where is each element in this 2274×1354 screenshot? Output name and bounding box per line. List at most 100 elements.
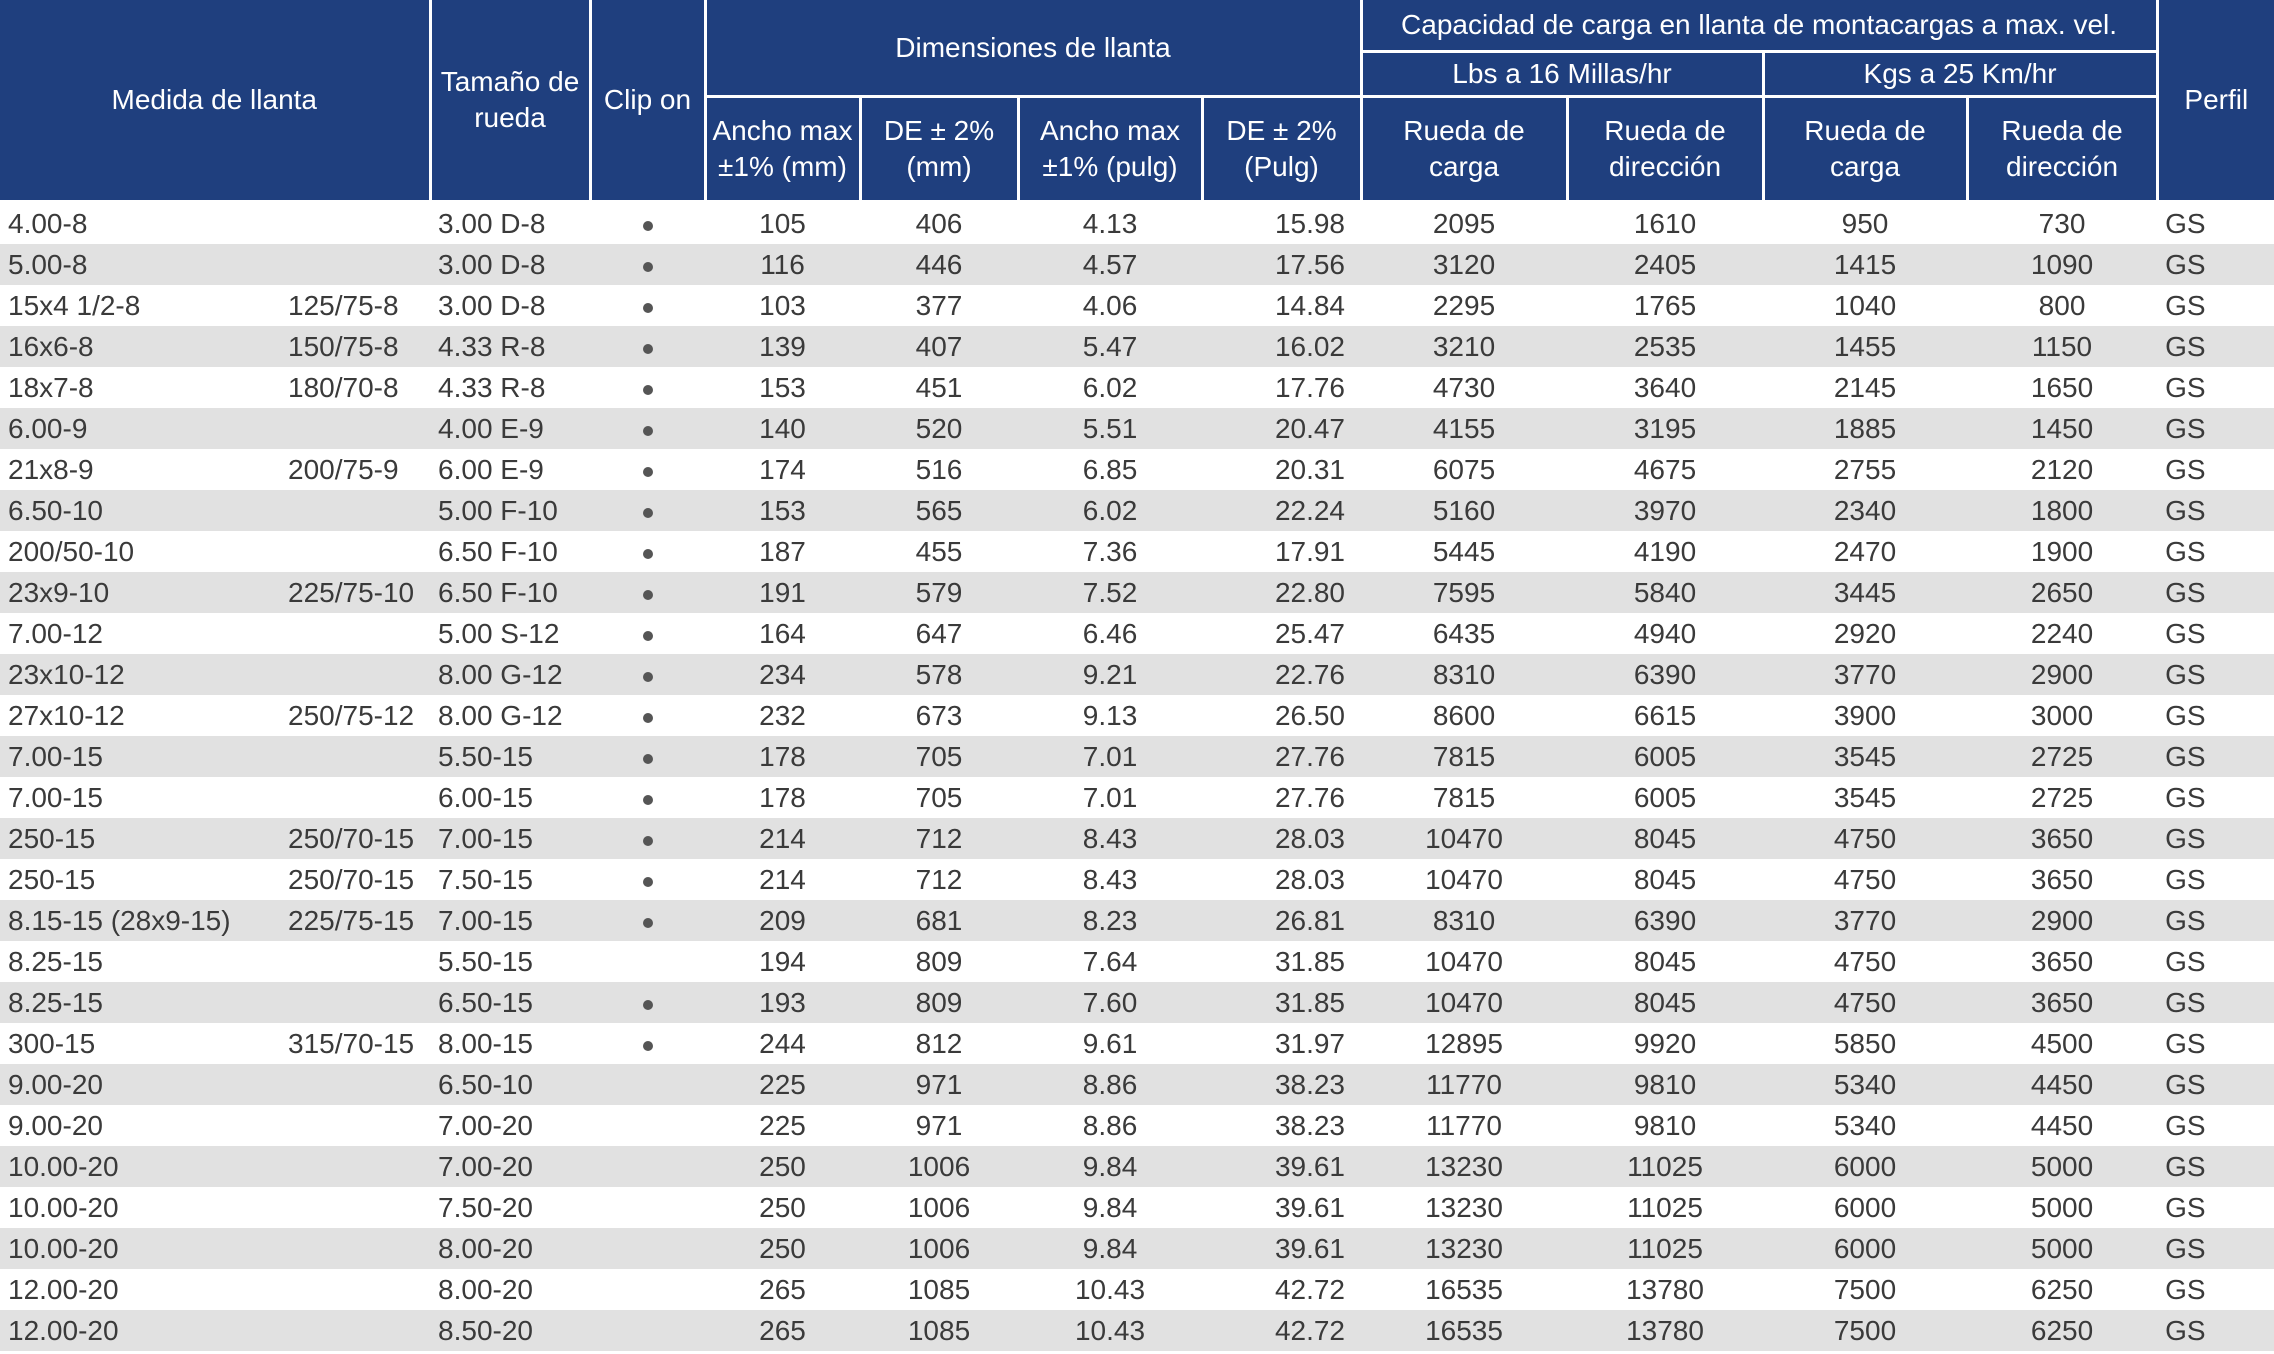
cell-de-pulg: 28.03	[1202, 818, 1362, 859]
cell-kgs-carga: 1885	[1763, 408, 1968, 449]
cell-clip	[590, 1187, 706, 1228]
clip-on-dot-icon	[642, 671, 653, 682]
cell-lbs-dir: 4190	[1567, 531, 1764, 572]
cell-medida-alt: 180/70-8	[280, 367, 431, 408]
cell-rueda: 8.00 G-12	[430, 695, 591, 736]
table-row: 10.00-20 7.50-20 250 1006 9.84 39.61 13230 1102…	[0, 1187, 2274, 1228]
cell-perfil: GS	[2157, 695, 2274, 736]
header-tamano: Tamaño de rueda	[430, 0, 592, 203]
table-row: 6.00-9 4.00 E-9 140 520 5.51 20.47 4155 3195 188…	[0, 408, 2274, 449]
cell-perfil: GS	[2157, 1269, 2274, 1310]
header-rueda-carga-kgs: Rueda de carga	[1763, 96, 1969, 203]
cell-medida-alt: 315/70-15	[280, 1023, 431, 1064]
cell-lbs-dir: 8045	[1567, 818, 1764, 859]
cell-clip	[590, 1064, 706, 1105]
cell-ancho-mm: 191	[705, 572, 861, 613]
cell-ancho-pulg: 8.23	[1018, 900, 1203, 941]
table-row: 6.50-10 5.00 F-10 153 565 6.02 22.24 5160 3970 2…	[0, 490, 2274, 531]
table-row: 8.25-15 6.50-15 193 809 7.60 31.85 10470 8045 47…	[0, 982, 2274, 1023]
table-row: 16x6-8 150/75-8 4.33 R-8 139 407 5.47 16.02 321…	[0, 326, 2274, 367]
cell-lbs-dir: 8045	[1567, 859, 1764, 900]
clip-on-dot-icon	[642, 548, 653, 559]
cell-ancho-mm: 193	[705, 982, 861, 1023]
cell-lbs-dir: 8045	[1567, 941, 1764, 982]
cell-de-mm: 673	[860, 695, 1019, 736]
cell-medida: 200/50-10	[0, 531, 280, 572]
cell-ancho-pulg: 7.01	[1018, 777, 1203, 818]
cell-clip	[590, 449, 706, 490]
cell-ancho-pulg: 10.43	[1018, 1269, 1203, 1310]
cell-de-mm: 1085	[860, 1269, 1019, 1310]
cell-rueda: 4.33 R-8	[430, 367, 591, 408]
cell-medida-alt: 200/75-9	[280, 449, 431, 490]
cell-medida: 7.00-15	[0, 736, 280, 777]
clip-on-dot-icon	[642, 753, 653, 764]
cell-de-pulg: 39.61	[1202, 1146, 1362, 1187]
cell-ancho-mm: 103	[705, 285, 861, 326]
cell-ancho-mm: 214	[705, 818, 861, 859]
cell-lbs-carga: 10470	[1361, 859, 1568, 900]
cell-perfil: GS	[2157, 490, 2274, 531]
cell-de-mm: 406	[860, 201, 1019, 244]
cell-de-mm: 446	[860, 244, 1019, 285]
cell-perfil: GS	[2157, 285, 2274, 326]
cell-clip	[590, 326, 706, 367]
cell-de-pulg: 22.24	[1202, 490, 1362, 531]
cell-medida: 23x9-10	[0, 572, 280, 613]
cell-perfil: GS	[2157, 572, 2274, 613]
cell-de-mm: 647	[860, 613, 1019, 654]
table-row: 7.00-15 5.50-15 178 705 7.01 27.76 7815 6005 354…	[0, 736, 2274, 777]
clip-on-dot-icon	[642, 712, 653, 723]
cell-medida-alt	[280, 654, 431, 695]
header-rueda-dir-lbs: Rueda de dirección	[1567, 96, 1765, 203]
cell-clip	[590, 285, 706, 326]
cell-medida: 12.00-20	[0, 1269, 280, 1310]
cell-kgs-dir: 3650	[1967, 941, 2158, 982]
cell-rueda: 8.00-15	[430, 1023, 591, 1064]
cell-de-pulg: 31.85	[1202, 941, 1362, 982]
cell-rueda: 8.00 G-12	[430, 654, 591, 695]
cell-de-pulg: 22.76	[1202, 654, 1362, 695]
cell-medida-alt	[280, 1228, 431, 1269]
cell-lbs-carga: 8600	[1361, 695, 1568, 736]
cell-de-mm: 455	[860, 531, 1019, 572]
cell-perfil: GS	[2157, 982, 2274, 1023]
cell-kgs-carga: 1455	[1763, 326, 1968, 367]
cell-kgs-dir: 2120	[1967, 449, 2158, 490]
cell-medida: 300-15	[0, 1023, 280, 1064]
clip-on-dot-icon	[642, 630, 653, 641]
cell-medida: 7.00-15	[0, 777, 280, 818]
cell-de-pulg: 25.47	[1202, 613, 1362, 654]
cell-kgs-dir: 4450	[1967, 1105, 2158, 1146]
cell-de-pulg: 26.50	[1202, 695, 1362, 736]
clip-on-dot-icon	[642, 425, 653, 436]
table-row: 21x8-9 200/75-9 6.00 E-9 174 516 6.85 20.31 607…	[0, 449, 2274, 490]
cell-rueda: 4.00 E-9	[430, 408, 591, 449]
cell-medida: 9.00-20	[0, 1064, 280, 1105]
cell-ancho-pulg: 7.52	[1018, 572, 1203, 613]
table-row: 15x4 1/2-8 125/75-8 3.00 D-8 103 377 4.06 14.8…	[0, 285, 2274, 326]
cell-lbs-dir: 8045	[1567, 982, 1764, 1023]
table-row: 10.00-20 8.00-20 250 1006 9.84 39.61 13230 1102…	[0, 1228, 2274, 1269]
cell-kgs-dir: 1090	[1967, 244, 2158, 285]
cell-ancho-pulg: 8.86	[1018, 1105, 1203, 1146]
cell-ancho-pulg: 9.21	[1018, 654, 1203, 695]
cell-de-mm: 712	[860, 818, 1019, 859]
cell-medida-alt	[280, 408, 431, 449]
cell-medida-alt	[280, 941, 431, 982]
cell-kgs-dir: 1900	[1967, 531, 2158, 572]
cell-de-pulg: 14.84	[1202, 285, 1362, 326]
cell-de-mm: 681	[860, 900, 1019, 941]
cell-clip	[590, 408, 706, 449]
cell-clip	[590, 1269, 706, 1310]
cell-de-mm: 407	[860, 326, 1019, 367]
cell-kgs-carga: 4750	[1763, 982, 1968, 1023]
cell-rueda: 7.00-20	[430, 1105, 591, 1146]
cell-rueda: 3.00 D-8	[430, 201, 591, 244]
cell-clip	[590, 572, 706, 613]
cell-kgs-carga: 7500	[1763, 1310, 1968, 1351]
cell-clip	[590, 1023, 706, 1064]
cell-lbs-carga: 10470	[1361, 941, 1568, 982]
table-row: 9.00-20 7.00-20 225 971 8.86 38.23 11770 9810 53…	[0, 1105, 2274, 1146]
cell-kgs-carga: 2755	[1763, 449, 1968, 490]
